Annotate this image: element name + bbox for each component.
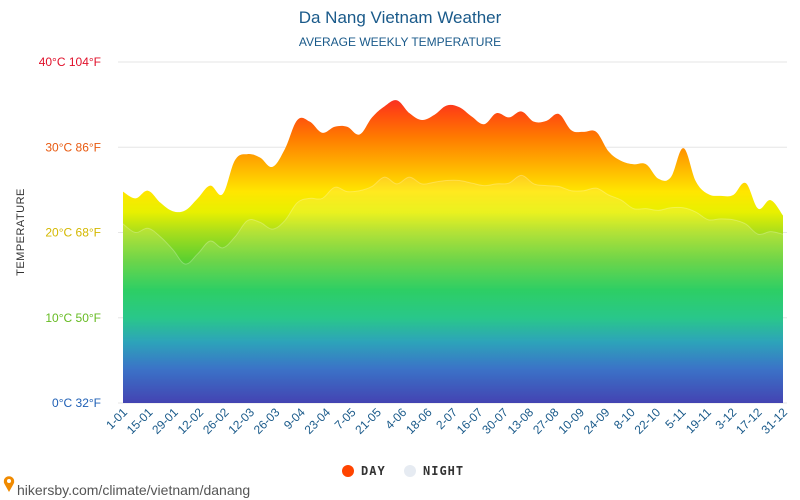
x-tick-label: 22-10 [632,405,664,437]
y-tick-label: 0°C 32°F [52,396,101,410]
x-tick-label: 16-07 [454,405,486,437]
chart-subtitle: AVERAGE WEEKLY TEMPERATURE [299,35,501,49]
source-link[interactable]: hikersby.com/climate/vietnam/danang [3,468,250,498]
x-tick-label: 30-07 [479,405,511,437]
x-tick-label: 26-03 [251,405,283,437]
day-temperature-area [123,100,783,403]
legend-item-day[interactable]: DAY [342,464,386,478]
night-temperature-line [122,174,784,265]
x-tick-label: 23-04 [302,405,334,437]
x-tick-label: 13-08 [505,405,537,437]
y-tick-label: 40°C 104°F [39,55,101,69]
map-pin-icon [3,476,15,492]
x-tick-label: 27-08 [530,405,562,437]
y-tick-label: 20°C 68°F [45,226,101,240]
chart-title: Da Nang Vietnam Weather [299,8,502,27]
legend-day-label: DAY [361,464,386,478]
y-axis-label: TEMPERATURE [15,188,27,276]
x-tick-label: 10-09 [555,405,587,437]
x-tick-label: 18-06 [403,405,435,437]
night-temperature-area [123,175,783,403]
x-tick-label: 31-12 [759,405,791,437]
x-tick-label: 12-02 [175,405,207,437]
source-url: hikersby.com/climate/vietnam/danang [17,482,250,498]
x-tick-label: 29-01 [149,405,181,437]
x-axis-ticks: 1-0115-0129-0112-0226-0212-0326-039-0423… [103,405,790,437]
y-axis-ticks: 0°C 32°F 10°C 50°F 20°C 68°F 30°C 86°F 40°C … [39,55,101,410]
legend: DAY NIGHT [342,464,464,478]
legend-night-label: NIGHT [423,464,464,478]
x-tick-label: 17-12 [733,405,765,437]
legend-item-night[interactable]: NIGHT [404,464,464,478]
x-tick-label: 12-03 [225,405,257,437]
x-tick-label: 15-01 [124,405,156,437]
x-tick-label: 24-09 [581,405,613,437]
legend-day-marker [342,465,354,477]
legend-night-marker [404,465,416,477]
x-tick-label: 21-05 [352,405,384,437]
y-tick-label: 10°C 50°F [45,311,101,325]
x-tick-label: 26-02 [200,405,232,437]
y-tick-label: 30°C 86°F [45,140,101,154]
x-tick-label: 19-11 [683,405,714,436]
